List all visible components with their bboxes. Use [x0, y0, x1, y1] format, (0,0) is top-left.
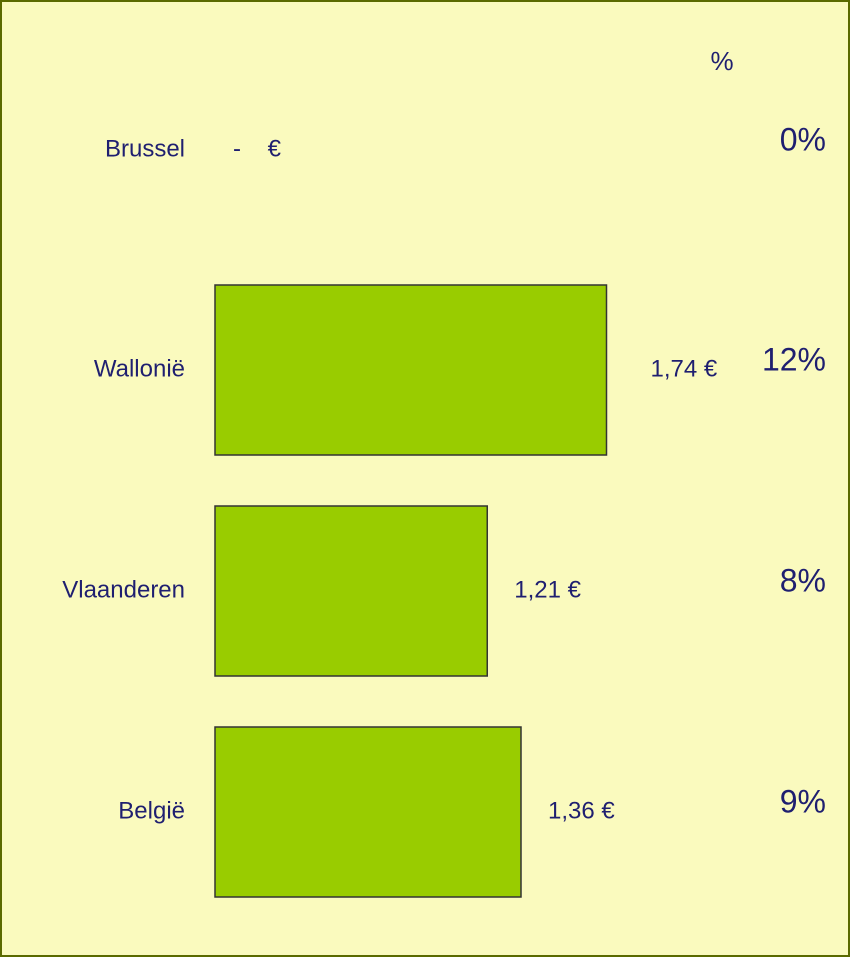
- percent-label: 9%: [780, 783, 826, 819]
- category-label: Vlaanderen: [62, 576, 185, 603]
- percent-label: 12%: [762, 341, 826, 377]
- value-label: - €: [233, 135, 282, 162]
- bar: [214, 284, 608, 456]
- percent-label: 8%: [780, 562, 826, 598]
- category-label: België: [118, 797, 185, 824]
- value-label: 1,74 €: [651, 355, 718, 382]
- percent-header: %: [710, 46, 733, 76]
- percent-label: 0%: [780, 121, 826, 157]
- bar: [214, 726, 522, 898]
- category-label: Brussel: [105, 135, 185, 162]
- value-label: 1,21 €: [514, 576, 581, 603]
- value-label: 1,36 €: [548, 797, 615, 824]
- bar: [214, 505, 488, 677]
- category-label: Wallonië: [94, 355, 185, 382]
